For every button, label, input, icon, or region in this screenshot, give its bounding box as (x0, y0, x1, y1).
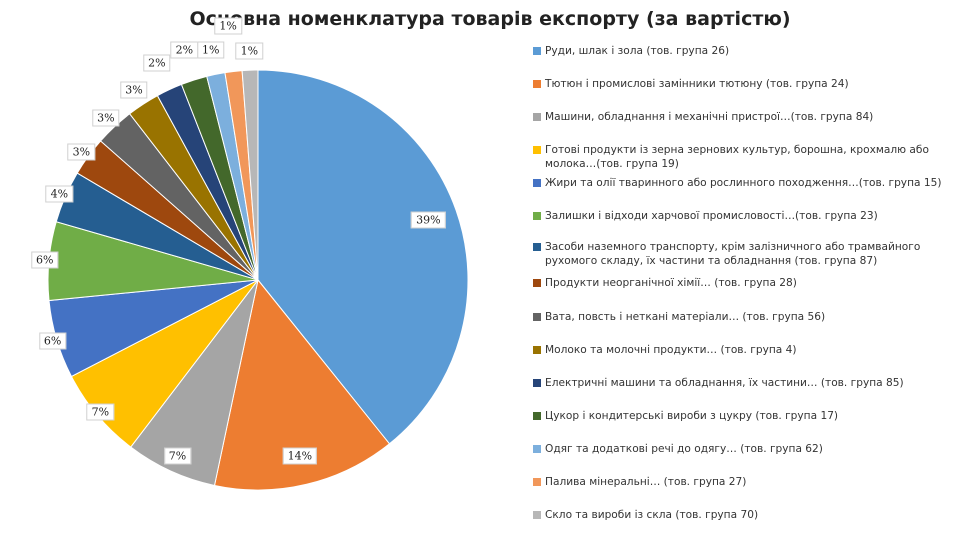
legend-label-8: Продукти неорганічної хімії… (тов. група… (545, 277, 797, 289)
data-label-13: 1% (196, 41, 225, 59)
legend-item-15: Скло та вироби із скла (тов. група 70) (533, 508, 953, 522)
legend-swatch-1 (533, 47, 541, 55)
legend-swatch-8 (533, 279, 541, 287)
legend-item-7: Засоби наземного транспорту, крім залізн… (533, 240, 953, 268)
legend-swatch-10 (533, 346, 541, 354)
legend-label-11: Електричні машини та обладнання, їх част… (545, 377, 904, 389)
legend-item-9: Вата, повсть і нетканi матеріали… (тов. … (533, 310, 953, 324)
data-label-10: 3% (120, 81, 148, 99)
legend-label-1: Руди, шлак і зола (тов. група 26) (545, 45, 730, 57)
legend-item-12: Цукор і кондитерські вироби з цукру (тов… (533, 409, 953, 423)
legend-item-14: Палива мінеральні… (тов. група 27) (533, 475, 953, 489)
legend-item-13: Одяг та додаткові речі до одягу… (тов. г… (533, 442, 953, 456)
legend-item-2: Тютюн і промислові замінники тютюну (тов… (533, 77, 953, 91)
data-label-14: 1% (214, 17, 242, 34)
legend-swatch-2 (533, 80, 541, 88)
legend-swatch-9 (533, 313, 541, 321)
legend-item-8: Продукти неорганічної хімії… (тов. група… (533, 276, 953, 290)
data-label-6: 6% (30, 251, 59, 269)
legend-swatch-14 (533, 478, 541, 486)
legend-label-7: Засоби наземного транспорту, крім залізн… (545, 241, 921, 267)
data-label-15: 1% (235, 42, 264, 60)
legend-swatch-3 (533, 113, 541, 121)
pie-slice-1 (257, 69, 469, 445)
legend-label-5: Жири та олії тваринного або рослинного п… (545, 177, 942, 189)
data-label-1: 39% (411, 211, 446, 229)
legend-label-13: Одяг та додаткові речі до одягу… (тов. г… (545, 443, 823, 455)
legend-item-4: Готові продукти із зерна зернових культу… (533, 143, 953, 171)
legend-swatch-6 (533, 212, 541, 220)
chart-title: Основна номенклатура товарів експорту (з… (189, 8, 791, 30)
legend-label-14: Палива мінеральні… (тов. група 27) (545, 476, 747, 488)
legend-swatch-12 (533, 412, 541, 420)
legend: Руди, шлак і зола (тов. група 26) Тютюн і… (533, 40, 953, 530)
legend-item-6: Залишки і відходи харчової промисловості… (533, 209, 953, 223)
data-label-2: 14% (282, 447, 318, 465)
legend-label-3: Машини, обладнання і механічні пристрої…… (545, 111, 874, 123)
legend-item-11: Електричні машини та обладнання, їх част… (533, 376, 953, 390)
legend-item-1: Руди, шлак і зола (тов. група 26) (533, 44, 953, 58)
data-label-7: 4% (45, 185, 74, 203)
legend-item-3: Машини, обладнання і механічні пристрої…… (533, 110, 953, 124)
legend-swatch-4 (533, 146, 541, 154)
legend-label-6: Залишки і відходи харчової промисловості… (545, 210, 878, 222)
legend-label-12: Цукор і кондитерські вироби з цукру (тов… (545, 410, 839, 422)
legend-item-10: Молоко та молочні продукти… (тов. група … (533, 343, 953, 357)
legend-label-2: Тютюн і промислові замінники тютюну (тов… (545, 78, 849, 90)
legend-swatch-15 (533, 511, 541, 519)
legend-swatch-5 (533, 179, 541, 187)
legend-item-5: Жири та олії тваринного або рослинного п… (533, 176, 953, 190)
data-label-3: 7% (163, 447, 192, 465)
pie-chart (47, 69, 469, 491)
pie-slice-2 (213, 278, 391, 491)
data-label-5: 6% (38, 332, 67, 350)
legend-swatch-7 (533, 243, 541, 251)
legend-label-4: Готові продукти із зерна зернових культу… (545, 144, 929, 170)
data-label-8: 3% (67, 143, 96, 160)
data-label-11: 2% (143, 54, 171, 72)
data-label-12: 2% (170, 41, 199, 59)
legend-label-10: Молоко та молочні продукти… (тов. група … (545, 344, 797, 356)
legend-swatch-13 (533, 445, 541, 453)
pie-slice-15 (241, 69, 259, 281)
legend-label-15: Скло та вироби із скла (тов. група 70) (545, 509, 759, 521)
legend-label-9: Вата, повсть і нетканi матеріали… (тов. … (545, 311, 826, 323)
data-label-9: 3% (92, 109, 120, 126)
data-label-4: 7% (86, 403, 115, 421)
legend-swatch-11 (533, 379, 541, 387)
